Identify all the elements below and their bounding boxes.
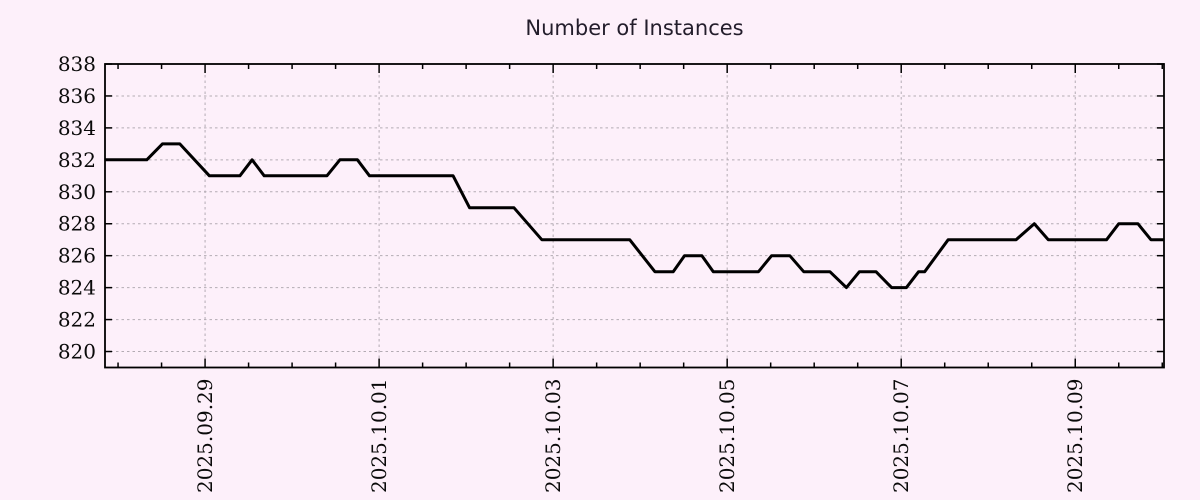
y-tick-label: 836 bbox=[58, 84, 96, 108]
y-tick-label: 838 bbox=[58, 52, 96, 76]
chart-title: Number of Instances bbox=[525, 16, 744, 40]
gridlines bbox=[105, 64, 1164, 368]
y-tick-label: 832 bbox=[58, 148, 96, 172]
x-axis-labels: 2025.09.29 2025.10.01 2025.10.03 2025.10.05… bbox=[193, 379, 1087, 494]
y-tick-label: 826 bbox=[58, 244, 96, 268]
x-tick-label: 2025.09.29 bbox=[193, 379, 217, 494]
y-tick-label: 834 bbox=[58, 116, 96, 140]
x-tick-label: 2025.10.09 bbox=[1063, 379, 1087, 494]
y-tick-label: 824 bbox=[58, 276, 96, 300]
y-tick-label: 822 bbox=[58, 308, 96, 332]
x-tick-label: 2025.10.05 bbox=[715, 379, 739, 494]
x-tick-label: 2025.10.01 bbox=[367, 379, 391, 494]
y-tick-label: 820 bbox=[58, 340, 96, 364]
data-line bbox=[105, 142, 1164, 290]
plot-border bbox=[104, 63, 1165, 369]
y-tick-label: 830 bbox=[58, 180, 96, 204]
y-tick-label: 828 bbox=[58, 212, 96, 236]
y-axis-labels: 820 822 824 826 828 830 832 834 836 838 bbox=[58, 52, 96, 364]
x-tick-label: 2025.10.03 bbox=[541, 379, 565, 494]
x-tick-label: 2025.10.07 bbox=[889, 379, 913, 494]
axis-ticks bbox=[105, 63, 1164, 368]
